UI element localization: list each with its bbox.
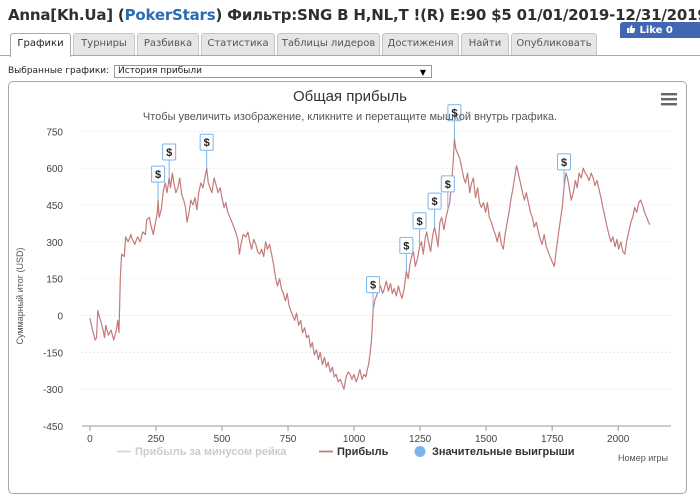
flag-box [427, 192, 442, 210]
y-tick-label: -300 [43, 385, 63, 396]
big-win-markers: $ $ $ $ $ $ $ $ $ $ [151, 104, 572, 311]
like-label: Like 0 [639, 25, 673, 36]
tab-publish[interactable]: Опубликовать [511, 33, 597, 55]
y-tick-label: 150 [46, 275, 63, 286]
window-title: Anna[Kh.Ua] (PokerStars) Фильтр:SNG B H,… [8, 6, 700, 24]
graph-select[interactable]: История прибыли ▼ [114, 65, 432, 78]
tab-graphs[interactable]: Графики [10, 33, 71, 57]
big-win-flag[interactable]: $ [151, 165, 166, 201]
y-tick-label: 300 [46, 238, 63, 249]
hamburger-menu-icon [661, 93, 677, 106]
flag-label: $ [204, 137, 210, 149]
flag-box [440, 175, 455, 193]
big-win-flag[interactable]: $ [199, 133, 214, 169]
y-tick-label: 600 [46, 164, 63, 175]
big-win-flag[interactable]: $ [399, 236, 414, 272]
flag-box [199, 133, 214, 151]
facebook-like-button[interactable]: Like 0 [620, 22, 700, 38]
chart-container[interactable]: -450 -300 -150 0 150 300 450 600 750 0 250 500 750 10… [8, 81, 687, 494]
big-win-flag[interactable]: $ [427, 192, 442, 228]
title-prefix: Anna[Kh.Ua] ( [8, 6, 125, 24]
flag-label: $ [155, 169, 161, 181]
flag-box [412, 212, 427, 230]
x-tick-label: 1000 [343, 434, 366, 445]
x-tick-label: 500 [214, 434, 231, 445]
series [89, 138, 651, 390]
flag-label: $ [370, 280, 376, 292]
x-tick-label: 1500 [475, 434, 498, 445]
tab-bar: Графики Турниры Разбивка Статистика Табл… [0, 33, 700, 57]
window-title-bar: Anna[Kh.Ua] (PokerStars) Фильтр:SNG B H,… [0, 0, 700, 38]
big-win-flag[interactable]: $ [366, 276, 381, 311]
y-tick-label: 0 [57, 312, 63, 323]
big-win-flag[interactable]: $ [557, 153, 572, 188]
thumbs-up-icon [627, 25, 636, 33]
legend-item-0[interactable]: Прибыль за минусом рейка [117, 446, 287, 458]
legend: Прибыль за минусом рейка Прибыль Значитель… [117, 446, 575, 458]
legend-label: Значительные выигрыши [432, 446, 575, 458]
tab-leaderboards[interactable]: Таблицы лидеров [277, 33, 380, 55]
flag-label: $ [451, 108, 457, 120]
x-tick-label: 1250 [409, 434, 432, 445]
x-tick-label: 250 [148, 434, 165, 445]
x-tick-label: 750 [280, 434, 297, 445]
flag-box [366, 276, 381, 294]
axes: -450 -300 -150 0 150 300 450 600 750 0 250 500 750 10… [43, 127, 671, 445]
flag-box [151, 165, 166, 183]
tab-tournaments[interactable]: Турниры [73, 33, 135, 55]
legend-item-2[interactable]: Значительные выигрыши [414, 446, 575, 458]
big-win-flag[interactable]: $ [440, 175, 455, 210]
flag-box [447, 104, 462, 122]
graph-selector-row: Выбранные графики: История прибыли ▼ [0, 62, 700, 80]
flag-label: $ [416, 216, 422, 228]
y-axis-label: Суммарный итог (USD) [15, 247, 25, 344]
y-tick-label: 450 [46, 201, 63, 212]
big-win-flag[interactable]: $ [447, 104, 462, 139]
flag-label: $ [166, 147, 172, 159]
big-win-flag[interactable]: $ [162, 143, 177, 179]
tab-statistics[interactable]: Статистика [201, 33, 275, 55]
chart-title: Общая прибыль [293, 88, 407, 105]
y-tick-label: -450 [43, 422, 63, 433]
chart-subtitle: Чтобы увеличить изображение, кликните и … [143, 111, 557, 123]
dropdown-arrow-icon: ▼ [419, 68, 426, 77]
y-tick-label: -150 [43, 348, 63, 359]
profit-chart[interactable]: -450 -300 -150 0 150 300 450 600 750 0 250 500 750 10… [9, 82, 688, 495]
big-win-flag[interactable]: $ [412, 212, 427, 247]
title-suffix: ) Фильтр:SNG B H,NL,T !(R) E:90 $5 01/01… [215, 6, 700, 24]
tab-search[interactable]: Найти [461, 33, 509, 55]
series-line-0[interactable] [89, 138, 651, 390]
flag-label: $ [445, 179, 451, 191]
tab-achievements[interactable]: Достижения [382, 33, 459, 55]
flag-box [162, 143, 177, 161]
x-tick-label: 2000 [607, 434, 630, 445]
graph-selector-label: Выбранные графики: [8, 66, 110, 76]
flag-label: $ [561, 157, 567, 169]
legend-label: Прибыль [337, 446, 389, 458]
x-tick-label: 1750 [541, 434, 564, 445]
flag-label: $ [403, 240, 409, 252]
legend-label: Прибыль за минусом рейка [135, 446, 287, 458]
context-menu-button[interactable] [659, 90, 679, 108]
tab-breakdown[interactable]: Разбивка [137, 33, 199, 55]
y-tick-label: 750 [46, 127, 63, 138]
flag-label: $ [432, 196, 438, 208]
legend-dot-symbol [414, 446, 426, 457]
x-axis-label: Номер игры [618, 453, 668, 463]
graph-select-value: История прибыли [118, 66, 202, 76]
flag-box [399, 236, 414, 254]
flag-box [557, 153, 572, 171]
x-tick-label: 0 [87, 434, 93, 445]
title-site: PokerStars [124, 6, 216, 24]
legend-item-1[interactable]: Прибыль [319, 446, 389, 458]
